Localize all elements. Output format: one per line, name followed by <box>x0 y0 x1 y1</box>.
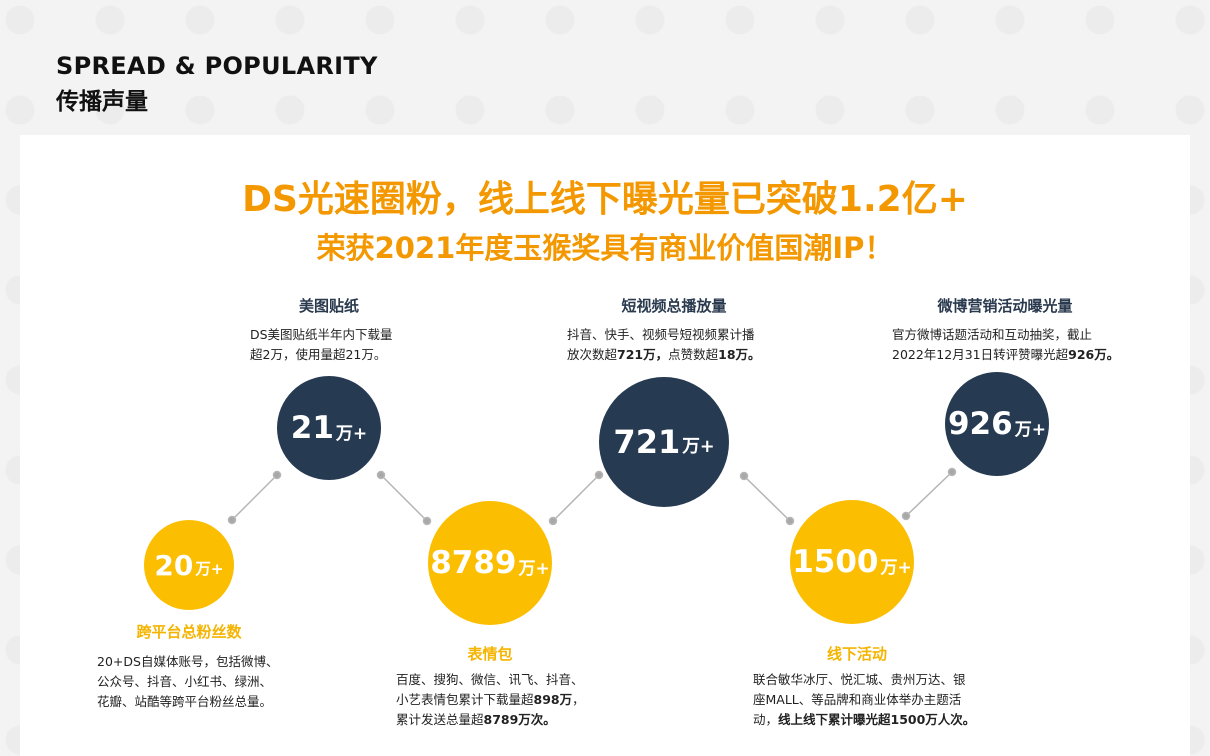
connector-dot <box>376 470 386 480</box>
desc-bold: 721万， <box>617 347 669 362</box>
stat-circle-offline: 1500 万+ <box>790 500 914 624</box>
headline-2: 荣获2021年度玉猴奖具有商业价值国潮IP！ <box>316 231 894 265</box>
stat-circle-video: 721 万+ <box>599 377 729 507</box>
stat-unit: 万+ <box>335 423 368 444</box>
desc-video: 抖音、快手、视频号短视频累计播 放次数超721万，点赞数超18万。 <box>567 325 761 365</box>
desc-emoji: 百度、搜狗、微信、讯飞、抖音、 小艺表情包累计下载量超898万， 累计发送总量超… <box>396 670 585 730</box>
stat-value: 21 <box>290 410 334 446</box>
desc-fans: 20+DS自媒体账号，包括微博、 公众号、抖音、小红书、绿洲、 花瓣、站酷等跨平… <box>97 652 278 712</box>
stat-unit: 万+ <box>682 437 715 458</box>
stat-value: 1500 <box>792 544 879 580</box>
desc-line: 官方微博话题活动和互动抽奖，截止 <box>892 327 1093 342</box>
title-fans: 跨平台总粉丝数 <box>136 623 242 641</box>
desc-line: 座MALL、等品牌和商业体举办主题活 <box>753 692 962 707</box>
desc-bold: 线上线下累计曝光超1500万人次。 <box>778 712 976 727</box>
desc-line: 放次数超721万，点赞数超18万。 <box>567 345 761 365</box>
title-meitu: 美图贴纸 <box>298 297 359 315</box>
stat-circle-fans: 20 万+ <box>144 520 234 610</box>
headline-1: DS光速圈粉，线上线下曝光量已突破1.2亿+ <box>242 179 968 220</box>
desc-bold: 898万 <box>533 692 573 707</box>
connector-line <box>743 475 791 522</box>
title-emoji: 表情包 <box>467 645 513 663</box>
desc-line: 2022年12月31日转评赞曝光超926万。 <box>892 345 1119 365</box>
stat-unit: 万+ <box>195 560 224 579</box>
stat-value: 721 <box>613 423 681 461</box>
connector-dot <box>272 470 282 480</box>
connector-line <box>552 474 600 522</box>
connector-line <box>380 474 428 522</box>
desc-line: 抖音、快手、视频号短视频累计播 <box>567 327 755 342</box>
desc-text: 累计发送总量超 <box>396 712 484 727</box>
connector-dot <box>901 511 911 521</box>
header-english: SPREAD & POPULARITY <box>56 52 378 80</box>
section-header: SPREAD & POPULARITY 传播声量 <box>56 52 378 116</box>
stat-unit: 万+ <box>1014 419 1047 440</box>
stat-circle-weibo: 926 万+ <box>945 372 1049 476</box>
desc-line: 动，线上线下累计曝光超1500万人次。 <box>753 710 975 730</box>
desc-weibo: 官方微博话题活动和互动抽奖，截止 2022年12月31日转评赞曝光超926万。 <box>892 325 1119 365</box>
desc-offline: 联合敏华冰厅、悦汇城、贵州万达、银 座MALL、等品牌和商业体举办主题活 动，线… <box>753 670 975 730</box>
desc-line: 百度、搜狗、微信、讯飞、抖音、 <box>396 672 584 687</box>
connector-dot <box>422 516 432 526</box>
desc-text: 动， <box>753 712 779 727</box>
desc-text: 放次数超 <box>567 347 618 362</box>
desc-line: 累计发送总量超8789万次。 <box>396 710 585 730</box>
connector-dot <box>947 467 957 477</box>
desc-line: 公众号、抖音、小红书、绿洲、 <box>97 674 273 689</box>
stat-unit: 万+ <box>880 557 912 578</box>
stat-value: 20 <box>154 548 194 582</box>
header-chinese: 传播声量 <box>56 89 148 115</box>
desc-line: 20+DS自媒体账号，包括微博、 <box>97 654 279 669</box>
desc-text: 小艺表情包累计下载量超 <box>396 692 534 707</box>
desc-line: 联合敏华冰厅、悦汇城、贵州万达、银 <box>753 672 966 687</box>
desc-bold: 18万。 <box>718 347 761 362</box>
connector-line <box>905 471 953 517</box>
title-offline: 线下活动 <box>826 645 887 663</box>
title-weibo: 微博营销活动曝光量 <box>937 297 1073 315</box>
title-video: 短视频总播放量 <box>621 297 727 315</box>
desc-text: ， <box>572 692 585 707</box>
connector-dot <box>227 515 237 525</box>
desc-bold: 8789万次。 <box>483 712 556 727</box>
stat-value: 8789 <box>430 545 517 581</box>
desc-line: 超2万，使用量超21万。 <box>250 347 387 362</box>
desc-line: DS美图贴纸半年内下载量 <box>250 327 393 342</box>
stat-unit: 万+ <box>518 558 550 579</box>
stat-circle-emoji: 8789 万+ <box>428 501 552 625</box>
connector-dot <box>548 516 558 526</box>
stat-value: 926 <box>947 406 1013 442</box>
connector-dot <box>594 470 604 480</box>
connector-line <box>231 474 278 521</box>
desc-line: 小艺表情包累计下载量超898万， <box>396 690 585 710</box>
desc-line: 花瓣、站酷等跨平台粉丝总量。 <box>97 694 273 709</box>
desc-bold: 926万。 <box>1068 347 1120 362</box>
connector-dot <box>739 471 749 481</box>
desc-text: 2022年12月31日转评赞曝光超 <box>892 347 1069 362</box>
desc-meitu: DS美图贴纸半年内下载量 超2万，使用量超21万。 <box>250 325 393 365</box>
stat-circle-meitu: 21 万+ <box>277 376 381 480</box>
connector-dot <box>785 516 795 526</box>
desc-text: 点赞数超 <box>668 347 719 362</box>
